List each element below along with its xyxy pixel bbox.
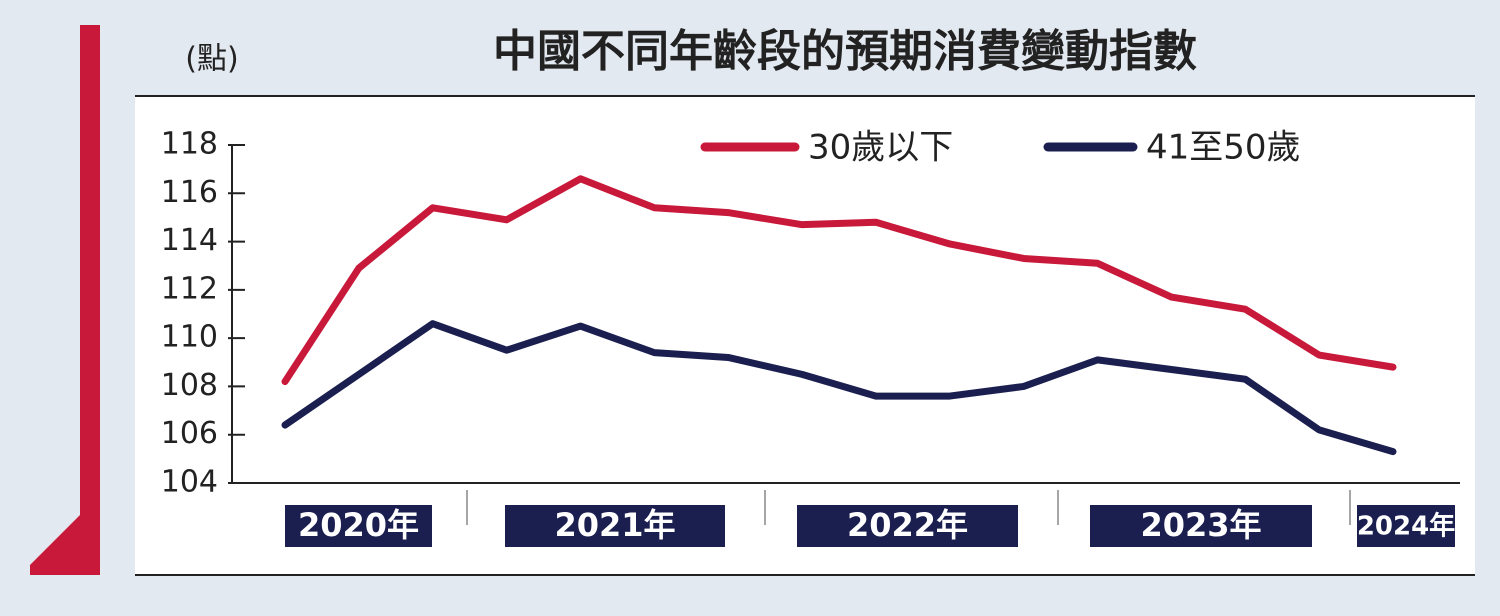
- legend-label: 30歲以下: [808, 128, 953, 168]
- x-group-label: 2022年: [847, 506, 968, 544]
- side-bar-foot: [30, 515, 80, 575]
- y-tick-label: 114: [161, 223, 218, 258]
- y-tick-label: 118: [161, 127, 218, 162]
- y-tick-label: 110: [161, 320, 218, 355]
- y-tick-label: 106: [161, 416, 218, 451]
- year-box: [285, 505, 432, 547]
- y-tick-label: 104: [161, 465, 218, 500]
- series-line: [281, 320, 1397, 456]
- year-box: [505, 505, 725, 547]
- x-group-label: 2021年: [554, 506, 675, 544]
- y-tick-label: 108: [161, 368, 218, 403]
- legend-label: 41至50歲: [1146, 128, 1301, 168]
- year-box: [1357, 505, 1455, 547]
- y-tick-label: 112: [161, 271, 218, 306]
- year-box: [1090, 505, 1312, 547]
- series-line: [281, 175, 1397, 386]
- plot-panel: [135, 96, 1475, 575]
- x-group-label: 2020年: [298, 506, 419, 544]
- x-group-label: 2023年: [1140, 506, 1261, 544]
- x-group-label: 2024年: [1357, 511, 1455, 542]
- side-bar: [80, 25, 100, 575]
- chart-title: 中國不同年齡段的預期消費變動指數: [493, 26, 1197, 77]
- year-box: [797, 505, 1018, 547]
- y-axis-unit: (點): [185, 42, 238, 77]
- y-tick-label: 116: [161, 175, 218, 210]
